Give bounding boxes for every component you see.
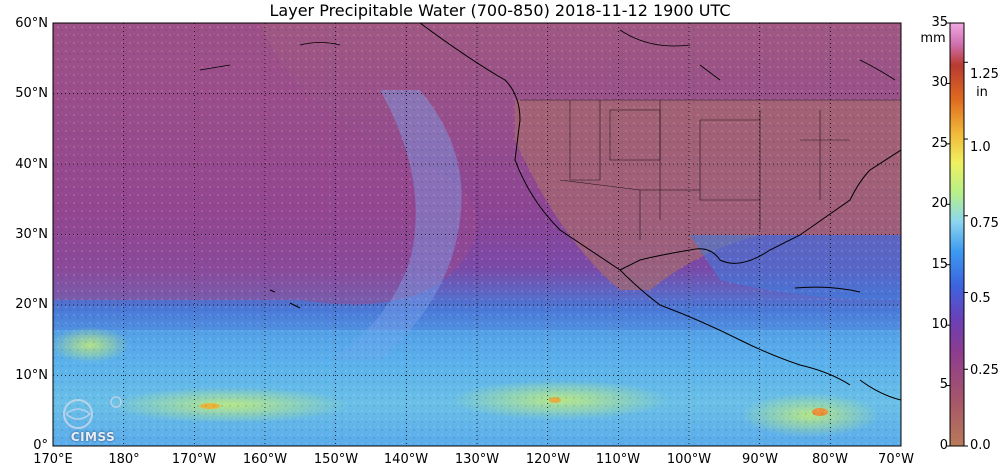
colorbar-ticks [946, 22, 968, 447]
cb-mm-20: 20 [931, 196, 948, 211]
lat-label-0: 0° [33, 438, 48, 453]
cb-unit-in: in [976, 85, 988, 100]
lat-label-10n: 10°N [15, 368, 48, 383]
cb-mm-0: 0 [939, 438, 948, 453]
cb-in-0-25: 0.25 [970, 363, 999, 378]
cb-mm-5: 5 [939, 377, 948, 392]
lon-label-120w: 120°W [525, 452, 571, 467]
lat-label-60n: 60°N [15, 16, 48, 31]
canada-arctic-coast [199, 29, 896, 81]
map-title: Layer Precipitable Water (700-850) 2018-… [269, 1, 731, 20]
cb-mm-35: 35 [931, 15, 948, 30]
logo-text: CIMSS [70, 430, 116, 444]
cb-mm-15: 15 [931, 257, 948, 272]
globe-icon [63, 396, 122, 429]
lat-label-20n: 20°N [15, 297, 48, 312]
lat-label-40n: 40°N [15, 157, 48, 172]
lon-label-160w: 160°W [242, 452, 288, 467]
state-borders [520, 99, 901, 240]
cb-in-1-0: 1.0 [970, 140, 991, 155]
colorbar [949, 22, 965, 447]
cb-mm-10: 10 [931, 317, 948, 332]
coastlines [269, 23, 901, 401]
lon-label-170w: 170°W [171, 452, 217, 467]
lon-label-90w: 90°W [742, 452, 778, 467]
lon-label-130w: 130°W [454, 452, 500, 467]
lon-label-170e: 170°E [33, 452, 73, 467]
cb-mm-30: 30 [931, 75, 948, 90]
cb-in-0-5: 0.5 [970, 291, 991, 306]
gridlines [53, 23, 901, 446]
cb-unit-mm: mm [920, 31, 946, 46]
map-frame [52, 22, 902, 447]
lon-label-70w: 70°W [878, 452, 914, 467]
lon-label-150w: 150°W [313, 452, 359, 467]
cb-in-0-0: 0.0 [970, 438, 991, 453]
lon-label-80w: 80°W [812, 452, 848, 467]
cb-in-1-25: 1.25 [970, 67, 999, 82]
cb-mm-25: 25 [931, 136, 948, 151]
lat-label-50n: 50°N [15, 86, 48, 101]
lat-label-30n: 30°N [15, 227, 48, 242]
cb-in-0-75: 0.75 [970, 216, 999, 231]
lon-label-180: 180° [108, 452, 140, 467]
lon-label-100w: 100°W [666, 452, 712, 467]
lon-label-110w: 110°W [595, 452, 641, 467]
cimss-logo: CIMSS [56, 392, 130, 444]
lon-label-140w: 140°W [383, 452, 429, 467]
